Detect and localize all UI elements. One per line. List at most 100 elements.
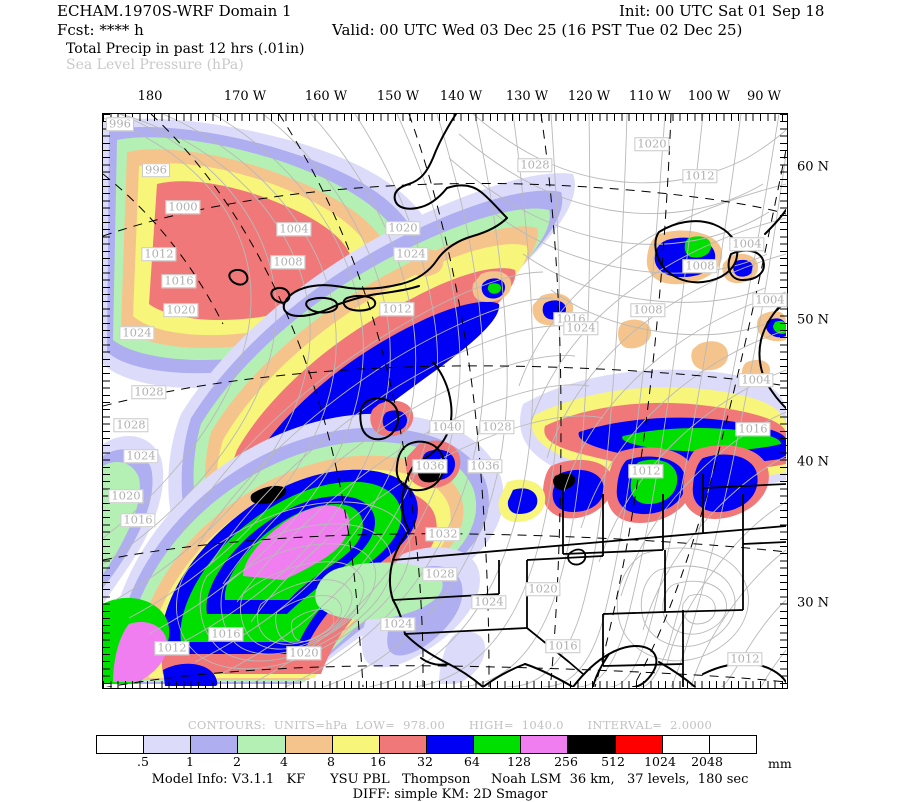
colorbar-unit-label: mm (768, 756, 792, 771)
contour-value-label: 1012 (628, 464, 664, 478)
colorbar-swatch[interactable] (709, 736, 756, 753)
contour-value-label: 1028 (131, 385, 167, 399)
contour-value-label: 1032 (425, 527, 461, 541)
contour-value-label: 1036 (467, 459, 503, 473)
contour-value-label: 996 (142, 163, 170, 177)
colorbar-swatch[interactable] (474, 736, 522, 753)
contour-value-label: 1028 (517, 158, 553, 172)
colorbar-tick-label: 128 (507, 754, 531, 769)
colorbar-swatch[interactable] (144, 736, 192, 753)
contour-value-label: 1020 (163, 303, 199, 317)
colorbar-swatch[interactable] (285, 736, 333, 753)
contour-value-label: 1012 (379, 302, 415, 316)
colorbar-tick-label: 1024 (644, 754, 676, 769)
contour-value-label: 1024 (563, 321, 599, 335)
colorbar-tick-label: 512 (601, 754, 625, 769)
contour-value-label: 1020 (108, 489, 144, 503)
contour-value-label: 1040 (429, 420, 465, 434)
contour-value-label: 1020 (286, 646, 322, 660)
contour-value-label: 1004 (276, 222, 312, 236)
lon-tick-label: 130 W (505, 89, 549, 104)
contour-value-label: 1008 (270, 255, 306, 269)
colorbar-swatch[interactable] (426, 736, 475, 753)
contour-value-label: 1028 (479, 420, 515, 434)
colorbar-swatch[interactable] (332, 736, 380, 753)
contour-value-label: 1012 (154, 641, 190, 655)
field-secondary-label: Sea Level Pressure (hPa) (66, 57, 244, 73)
contour-value-label: 1012 (141, 247, 177, 261)
colorbar-tick-label: 256 (554, 754, 578, 769)
contour-value-label: 1008 (682, 259, 718, 273)
contour-value-label: 1020 (525, 582, 561, 596)
graticule (103, 114, 786, 687)
lon-tick-label: 150 W (376, 89, 420, 104)
colorbar-swatch[interactable] (615, 736, 663, 753)
lat-tick-label: 50 N (797, 312, 830, 328)
lon-tick-label: 90 W (746, 89, 782, 104)
lon-tick-label: 170 W (223, 89, 267, 104)
contour-value-label: 1016 (208, 627, 244, 641)
contour-value-label: 996 (106, 117, 134, 131)
colorbar-swatch[interactable] (662, 736, 710, 753)
contour-value-label: 1016 (545, 639, 581, 653)
model-info-line-2: DIFF: simple KM: 2D Smagor (352, 787, 548, 802)
contour-value-label: 1000 (165, 200, 201, 214)
header: ECHAM.1970S-WRF Domain 1 Init: 00 UTC Sa… (0, 0, 900, 80)
contour-value-label: 1028 (422, 567, 458, 581)
lon-tick-label: 180 (137, 89, 163, 104)
colorbar-tick-label: 16 (370, 754, 386, 769)
contour-value-label: 1024 (471, 595, 507, 609)
contour-value-label: 1024 (393, 247, 429, 261)
lon-tick-label: 140 W (439, 89, 483, 104)
contour-value-label: 1016 (120, 513, 156, 527)
contour-value-label: 1004 (738, 373, 774, 387)
init-time: Init: 00 UTC Sat 01 Sep 18 (619, 2, 825, 20)
colorbar-swatch[interactable] (97, 736, 145, 753)
contour-value-label: 1036 (412, 459, 448, 473)
colorbar-swatch[interactable] (521, 736, 569, 753)
contour-value-label: 1004 (752, 293, 788, 307)
contour-value-label: 1024 (380, 617, 416, 631)
colorbar-tick-label: 4 (280, 754, 288, 769)
model-info-line-1: Model Info: V3.1.1 KF YSU PBL Thompson N… (151, 772, 749, 787)
contour-value-label: 1020 (634, 137, 670, 151)
contour-value-label: 1024 (119, 326, 155, 340)
colorbar-swatch[interactable] (238, 736, 286, 753)
contour-value-label: 1028 (113, 418, 149, 432)
lon-tick-label: 160 W (304, 89, 348, 104)
forecast-hour: Fcst: **** h (57, 21, 144, 39)
lat-tick-label: 60 N (797, 159, 830, 175)
page-title: ECHAM.1970S-WRF Domain 1 (57, 2, 292, 20)
colorbar-swatch[interactable] (191, 736, 239, 753)
map-frame (102, 113, 788, 689)
lon-tick-label: 110 W (628, 89, 672, 104)
colorbar-tick-label: 32 (417, 754, 433, 769)
contour-value-label: 1012 (727, 652, 763, 666)
lat-tick-label: 30 N (797, 595, 830, 611)
colorbar-tick-label: .5 (137, 754, 149, 769)
lat-tick-label: 40 N (797, 454, 830, 470)
valid-time: Valid: 00 UTC Wed 03 Dec 25 (16 PST Tue … (332, 21, 743, 39)
colorbar-tick-label: 2 (233, 754, 241, 769)
colorbar-tick-label: 1 (186, 754, 194, 769)
contour-value-label: 1012 (682, 169, 718, 183)
contour-value-label: 1016 (735, 422, 771, 436)
map-panel[interactable] (102, 113, 788, 689)
contour-value-label: 1024 (123, 449, 159, 463)
colorbar-swatch[interactable] (379, 736, 427, 753)
colorbar-tick-label: 64 (464, 754, 480, 769)
contour-info: CONTOURS: UNITS=hPa LOW= 978.00 HIGH= 10… (187, 718, 713, 732)
colorbar[interactable] (96, 735, 757, 754)
lon-tick-label: 100 W (687, 89, 731, 104)
colorbar-swatch[interactable] (568, 736, 616, 753)
contour-value-label: 1004 (729, 237, 765, 251)
contour-value-label: 1008 (630, 303, 666, 317)
field-primary-label: Total Precip in past 12 hrs (.01in) (66, 41, 305, 57)
contour-value-label: 1020 (385, 221, 421, 235)
map-canvas (103, 114, 786, 687)
precip-cells-rockies (498, 445, 769, 523)
colorbar-tick-labels: .5 1 2 4 8 16 32 64 128 256 512 1024 2048 (0, 754, 900, 772)
colorbar-tick-label: 8 (327, 754, 335, 769)
lon-tick-label: 120 W (567, 89, 611, 104)
colorbar-tick-label: 2048 (691, 754, 723, 769)
